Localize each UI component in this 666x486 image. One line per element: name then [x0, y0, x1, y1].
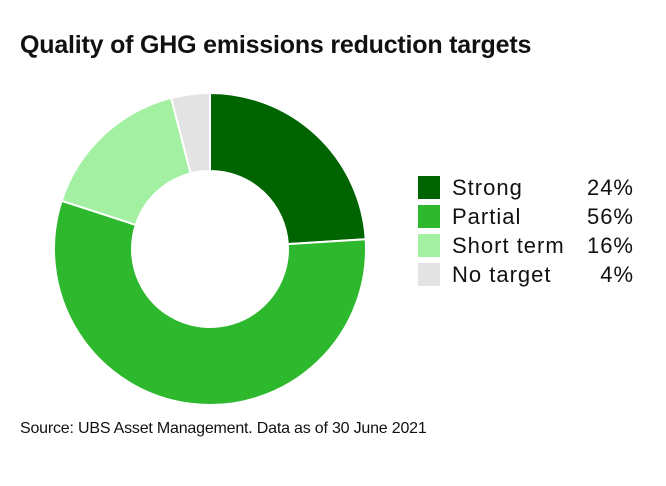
legend-label-short-term: Short term — [452, 233, 565, 258]
donut-slice-partial — [53, 199, 367, 406]
chart-legend: Strong 24% Partial 56% Short term 16% No… — [418, 176, 634, 292]
legend-value-no-target: 4% — [600, 262, 634, 287]
legend-label-no-target: No target — [452, 262, 552, 287]
legend-swatch-short-term — [418, 234, 440, 257]
donut-slice-strong — [209, 91, 367, 246]
legend-label-partial: Partial — [452, 204, 522, 229]
legend-swatch-partial — [418, 205, 440, 228]
donut-slice-short-term — [60, 96, 192, 227]
legend-item-strong: Strong 24% — [418, 176, 634, 205]
legend-item-short-term: Short term 16% — [418, 234, 634, 263]
legend-label-strong: Strong — [452, 175, 523, 200]
legend-item-no-target: No target 4% — [418, 263, 634, 292]
source-note: Source: UBS Asset Management. Data as of… — [20, 420, 427, 437]
legend-value-strong: 24% — [586, 175, 634, 200]
legend-item-partial: Partial 56% — [418, 205, 634, 234]
legend-swatch-no-target — [418, 263, 440, 286]
donut-slice-no-target — [169, 91, 211, 175]
legend-swatch-strong — [418, 176, 440, 199]
legend-value-partial: 56% — [586, 204, 634, 229]
legend-value-short-term: 16% — [586, 233, 634, 258]
chart-title: Quality of GHG emissions reduction targe… — [20, 31, 532, 59]
